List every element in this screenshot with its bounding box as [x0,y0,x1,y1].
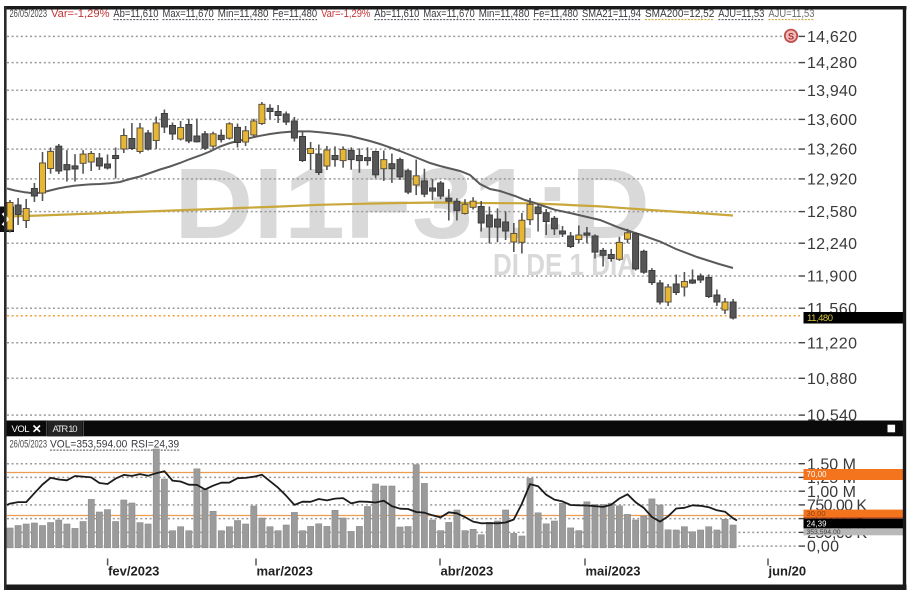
svg-text:0,00: 0,00 [807,539,839,556]
svg-text:SMA200=12,52: SMA200=12,52 [645,8,714,20]
svg-text:Ab=11,610: Ab=11,610 [113,8,158,20]
svg-text:12,240: 12,240 [807,236,857,253]
svg-text:14,620: 14,620 [807,29,857,46]
svg-text:SMA21=11,94: SMA21=11,94 [582,8,641,20]
svg-text:11,480: 11,480 [807,313,833,324]
svg-text:1,00 M: 1,00 M [807,484,856,501]
svg-text:ATR 10: ATR 10 [53,424,78,435]
svg-text:11,220: 11,220 [807,335,857,352]
svg-text:AJU=11,53: AJU=11,53 [768,8,814,20]
svg-text:jun/2023: jun/2023 [768,564,821,579]
svg-text:Var=-1,29%: Var=-1,29% [51,8,110,20]
svg-text:10,540: 10,540 [807,408,857,425]
svg-text:24,39: 24,39 [807,520,827,529]
svg-text:Var=-1,29%: Var=-1,29% [321,8,370,20]
svg-text:mar/2023: mar/2023 [257,564,313,579]
svg-text:13,600: 13,600 [807,112,857,129]
svg-text:fev/2023: fev/2023 [108,564,159,579]
svg-text:70,00: 70,00 [807,470,828,479]
svg-text:Min=11,480: Min=11,480 [218,8,269,20]
svg-text:VOL: VOL [12,424,30,435]
svg-text:10,880: 10,880 [807,371,857,388]
svg-text:12,580: 12,580 [807,204,857,221]
svg-text:26/05/2023: 26/05/2023 [10,8,48,20]
svg-text:Max=11,670: Max=11,670 [163,8,214,20]
svg-text:S: S [788,31,794,41]
svg-text:Fe=11,480: Fe=11,480 [273,8,318,20]
svg-text:Fe=11,480: Fe=11,480 [533,8,578,20]
svg-text:12,920: 12,920 [807,172,857,189]
svg-text:AJU=11,53: AJU=11,53 [718,8,764,20]
svg-text:RSI=24,39: RSI=24,39 [131,438,179,450]
svg-text:26/05/2023: 26/05/2023 [10,438,48,450]
svg-text:Min=11,480: Min=11,480 [479,8,530,20]
svg-text:Max=11,670: Max=11,670 [423,8,474,20]
svg-text:VOL=353,594.00: VOL=353,594.00 [50,438,127,450]
svg-text:353,594.00: 353,594.00 [807,529,841,536]
svg-text:13,260: 13,260 [807,142,857,159]
svg-text:13,940: 13,940 [807,83,857,100]
svg-text:Ab=11,610: Ab=11,610 [374,8,419,20]
svg-text:11,900: 11,900 [807,269,857,286]
svg-text:30,00: 30,00 [807,509,826,518]
svg-text:abr/2023: abr/2023 [441,564,494,579]
svg-text:mai/2023: mai/2023 [586,564,641,579]
svg-text:14,280: 14,280 [807,55,857,72]
